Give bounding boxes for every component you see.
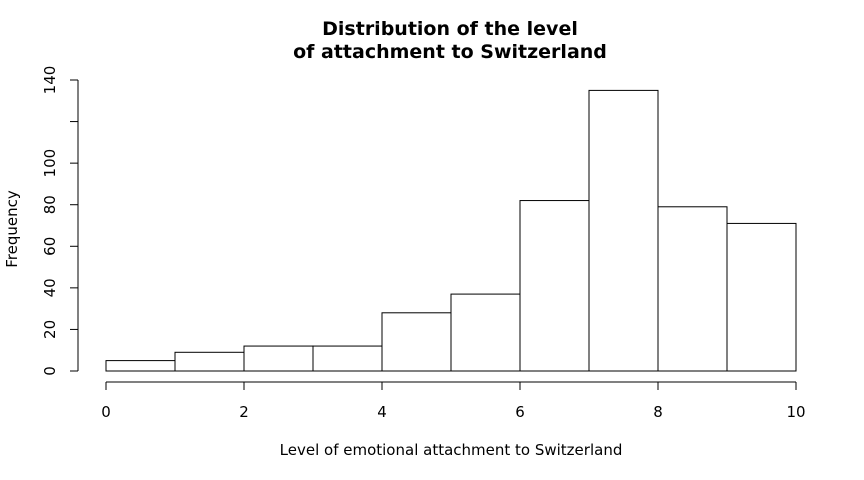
chart-title-line-1: Distribution of the level bbox=[322, 18, 578, 40]
histogram-bar bbox=[450, 293, 521, 372]
y-axis-label: Frequency bbox=[3, 190, 21, 268]
x-axis: 0 2 4 6 8 10 bbox=[101, 381, 806, 421]
histogram-bar bbox=[243, 345, 314, 372]
histogram-bar bbox=[174, 351, 245, 372]
y-tick-label: 40 bbox=[41, 278, 59, 297]
y-tick-label: 60 bbox=[41, 237, 59, 256]
y-tick-label: 80 bbox=[41, 195, 59, 214]
y-tick-label: 0 bbox=[41, 366, 59, 376]
x-tick-label: 10 bbox=[786, 403, 805, 421]
y-tick-label: 100 bbox=[41, 149, 59, 178]
histogram-bar bbox=[105, 360, 176, 372]
histogram-bar bbox=[657, 206, 728, 372]
y-axis: 0 20 40 60 80 100 140 bbox=[41, 66, 79, 376]
x-tick-label: 2 bbox=[239, 403, 249, 421]
x-tick-label: 6 bbox=[515, 403, 525, 421]
x-tick-label: 8 bbox=[653, 403, 663, 421]
y-tick-label: 20 bbox=[41, 320, 59, 339]
histogram-bar bbox=[312, 345, 383, 372]
x-axis-label: Level of emotional attachment to Switzer… bbox=[280, 441, 623, 459]
histogram-bar bbox=[519, 200, 590, 372]
histogram-bar bbox=[381, 312, 452, 372]
histogram-bars bbox=[105, 89, 797, 372]
x-tick-label: 4 bbox=[377, 403, 387, 421]
histogram-bar bbox=[726, 222, 797, 372]
histogram-bar bbox=[588, 89, 659, 372]
y-tick-label: 140 bbox=[41, 66, 59, 95]
x-tick-label: 0 bbox=[101, 403, 111, 421]
chart-title-line-2: of attachment to Switzerland bbox=[293, 41, 607, 63]
